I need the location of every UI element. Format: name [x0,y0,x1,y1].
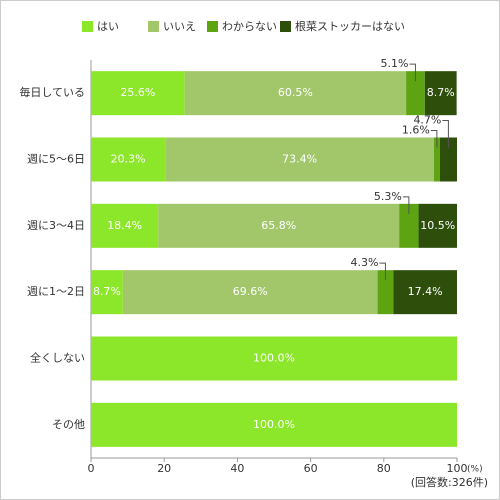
category-label: 毎日している [19,86,85,99]
category-label: 週に3〜4日 [27,219,85,232]
x-tick-label: 20 [157,462,171,475]
legend-label: はい [97,20,119,33]
leader-line [379,262,386,281]
value-label: 8.7% [427,86,455,99]
legend-label: いいえ [163,20,196,33]
x-tick-label: 40 [230,462,244,475]
bar-segment [158,203,400,248]
category-label: 週に5〜6日 [27,153,85,166]
category-label: 週に1〜2日 [27,285,85,298]
x-tick-label: 60 [304,462,318,475]
value-label: 4.3% [350,256,378,269]
bar-segment [91,336,457,381]
bar-segment [165,137,434,182]
bar-segment [91,203,159,248]
bar-segment [91,71,185,116]
bar-segment [91,270,123,315]
x-unit: (%) [467,465,483,475]
value-label: 17.4% [408,285,443,298]
annotation: (回答数:326件) [411,475,488,489]
value-label: 8.7% [93,285,121,298]
leader-line [430,130,438,148]
value-label: 100.0% [253,418,295,431]
value-label: 5.3% [374,190,402,203]
value-label: 69.6% [233,285,268,298]
bar-segment [399,203,419,248]
value-label: 10.5% [420,219,455,232]
legend-label: わからない [222,20,277,33]
value-label: 18.4% [107,219,142,232]
x-tick-label: 0 [88,462,95,475]
value-label: 4.7% [413,114,441,127]
bar-segment [122,270,378,315]
value-label: 5.1% [381,57,409,70]
leader-line [402,196,410,214]
legend-label: 根菜ストッカーはない [295,19,405,33]
bar-segment [406,71,425,116]
bar-segment [433,137,440,182]
value-label: 25.6% [120,86,155,99]
bar-segment [418,203,457,248]
bar-segment [91,137,166,182]
bar-segment [424,71,457,116]
category-label: その他 [52,418,85,431]
value-label: 73.4% [282,153,317,166]
bar-segment [377,270,394,315]
leader-line [409,63,416,82]
bar-segment [393,270,457,315]
x-tick-label: 80 [377,462,391,475]
leader-line [442,120,449,148]
legend-swatch [207,21,218,32]
bar-segment [184,71,407,116]
x-tick-label: 100 [447,462,468,475]
legend-swatch [280,21,291,32]
value-label: 1.6% [402,124,430,137]
legend-swatch [148,21,159,32]
value-label: 20.3% [111,153,146,166]
value-label: 65.8% [261,219,296,232]
legend-swatch [82,21,93,32]
bar-segment [439,137,457,182]
bar-segment [91,402,457,447]
category-label: 全くしない [30,351,85,365]
value-label: 60.5% [278,86,313,99]
value-label: 100.0% [253,352,295,365]
